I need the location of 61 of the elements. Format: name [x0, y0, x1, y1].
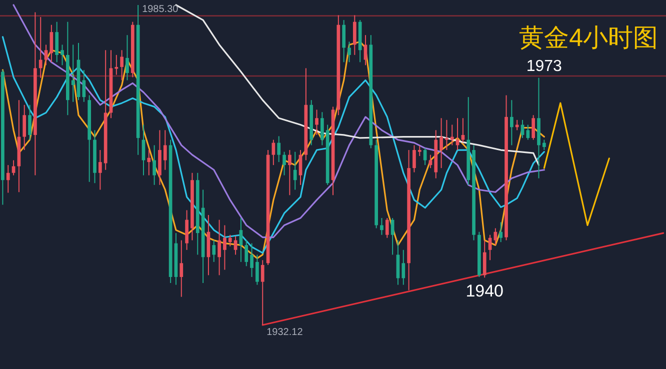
candlestick: [445, 119, 448, 151]
candlestick: [98, 150, 102, 190]
candlestick: [510, 100, 514, 146]
candlestick: [126, 34, 129, 81]
candlestick: [282, 151, 286, 176]
ref-line-label: 1973: [526, 58, 562, 76]
candlestick: [223, 224, 226, 270]
candlestick: [402, 249, 406, 286]
candlestick: [532, 114, 536, 140]
candlestick: [44, 44, 48, 66]
candlestick: [293, 151, 297, 190]
candlestick: [250, 242, 254, 278]
candlestick: [212, 240, 216, 262]
candlestick: [440, 118, 443, 169]
candlestick: [315, 109, 318, 136]
candlestick: [364, 34, 368, 66]
candlestick: [320, 112, 324, 146]
candlestick: [28, 104, 32, 140]
candlestick: [6, 164, 10, 194]
candlestick: [542, 139, 546, 151]
candlestick: [396, 240, 400, 286]
candlestick: [450, 124, 454, 146]
candlestick: [60, 44, 64, 66]
candlestick: [418, 145, 422, 157]
candlestick: [494, 228, 498, 246]
annotation: 1932.12: [266, 327, 304, 338]
candlestick: [256, 254, 259, 286]
candlestick: [228, 234, 232, 247]
candlestick: [152, 144, 156, 186]
candlestick: [380, 218, 384, 236]
candlestick: [385, 218, 389, 238]
candlestick: [244, 240, 248, 267]
candlestick: [412, 144, 416, 173]
candlestick: [482, 240, 486, 278]
text: 黄金4小时图: [519, 24, 658, 52]
candlestick: [288, 150, 292, 196]
candlestick: [526, 124, 530, 140]
candlestick: [38, 16, 42, 78]
candlestick: [352, 14, 356, 56]
candlestick: [277, 136, 281, 163]
candlestick: [120, 50, 124, 81]
candlestick: [260, 260, 264, 326]
candlestick: [185, 210, 188, 250]
candlestick: [180, 240, 184, 298]
candlestick: [515, 119, 519, 131]
candlestick: [348, 41, 351, 63]
candlestick: [461, 118, 465, 143]
candlestick: [342, 20, 346, 63]
candlestick: [114, 54, 118, 76]
candlestick: [147, 150, 151, 176]
candlestick: [55, 21, 59, 63]
annotation: 1985.30: [142, 4, 179, 15]
annotation: 1940: [466, 282, 504, 301]
candlestick: [520, 119, 524, 138]
candlestick: [499, 222, 503, 243]
candlestick: [71, 44, 75, 102]
candlestick: [82, 69, 86, 102]
candlestick: [218, 219, 221, 276]
candlestick: [428, 154, 432, 169]
candlestick: [22, 104, 26, 151]
candlestick: [163, 130, 167, 170]
